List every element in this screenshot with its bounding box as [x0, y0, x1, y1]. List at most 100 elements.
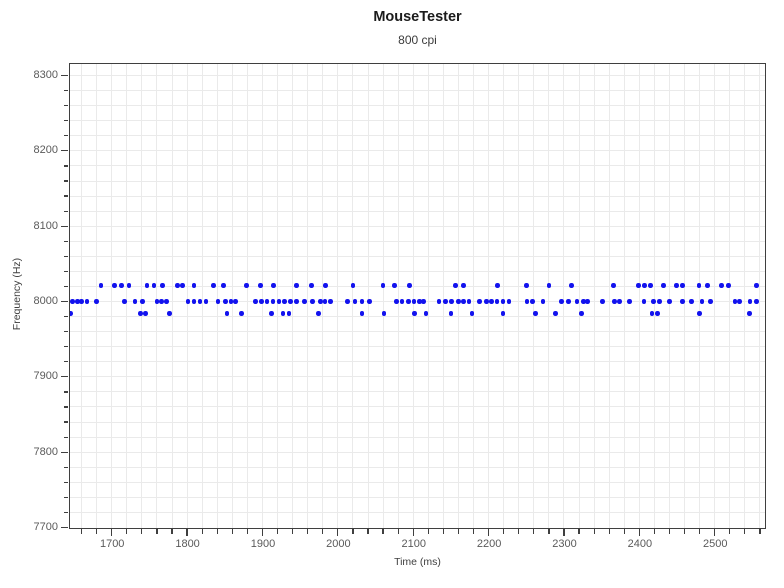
data-point [421, 299, 427, 304]
gridline [261, 63, 263, 528]
data-point [524, 283, 529, 288]
gridline [69, 466, 765, 468]
data-point [244, 283, 249, 288]
gridline [231, 63, 233, 528]
x-minor-tick [759, 529, 761, 534]
data-point [138, 311, 143, 316]
gridline [246, 63, 248, 528]
y-tick-label: 7700 [33, 521, 58, 533]
data-point [220, 283, 226, 288]
gridline [488, 63, 490, 528]
x-minor-tick [548, 529, 550, 534]
x-major-tick [337, 529, 339, 536]
gridline [69, 331, 765, 333]
data-point [69, 311, 73, 316]
data-point [271, 283, 277, 288]
gridline [759, 63, 761, 528]
gridline [412, 63, 414, 528]
data-point [318, 299, 323, 304]
gridline [69, 210, 765, 212]
x-tick-label: 2300 [552, 538, 577, 550]
data-point [443, 299, 448, 304]
gridline [69, 496, 765, 498]
gridline [69, 195, 765, 197]
gridline [533, 63, 535, 528]
data-point [167, 311, 173, 316]
x-minor-tick [457, 529, 460, 534]
gridline [277, 63, 279, 528]
data-point [680, 283, 685, 288]
y-major-tick [61, 300, 68, 303]
data-point [753, 283, 759, 288]
x-major-tick [186, 529, 188, 536]
data-point [159, 299, 164, 304]
data-point [696, 283, 702, 288]
data-point [144, 283, 150, 288]
gridline [69, 180, 765, 182]
gridline [96, 63, 98, 528]
y-tick-label: 8000 [33, 295, 58, 308]
gridline [69, 105, 765, 107]
data-point [484, 299, 489, 304]
y-major-tick [61, 376, 68, 378]
scatter-points-layer [69, 64, 765, 528]
data-point [174, 283, 180, 288]
x-minor-tick [96, 529, 98, 534]
data-point [641, 299, 647, 304]
x-minor-tick [126, 529, 128, 534]
x-minor-tick [668, 529, 671, 534]
gridline [307, 63, 309, 528]
data-point [617, 299, 623, 304]
gridline [473, 63, 475, 528]
x-minor-tick [623, 529, 625, 534]
gridline [156, 63, 158, 528]
gridline [69, 346, 765, 348]
data-point [559, 299, 565, 304]
y-axis-title: Frequency (Hz) [11, 257, 23, 331]
data-point [140, 299, 145, 304]
data-point [288, 299, 293, 304]
data-point [345, 299, 350, 304]
gridline [201, 63, 203, 528]
data-point [704, 283, 710, 288]
gridline [216, 63, 218, 528]
gridline [714, 63, 716, 528]
data-point [143, 311, 148, 316]
data-point [667, 299, 672, 304]
y-minor-tick [63, 466, 68, 468]
x-minor-tick [653, 529, 656, 534]
x-major-tick [488, 529, 490, 536]
data-point [500, 311, 506, 316]
data-point [524, 299, 530, 304]
data-point [612, 299, 617, 304]
data-point [657, 299, 663, 304]
data-point [322, 299, 328, 304]
x-minor-tick [442, 529, 444, 534]
data-point [359, 299, 365, 304]
y-major-tick [61, 526, 68, 529]
data-point [239, 311, 244, 316]
x-axis-title: Time (ms) [394, 556, 441, 568]
gridline [69, 285, 765, 287]
x-minor-tick [397, 529, 399, 534]
y-minor-tick [63, 361, 68, 363]
data-point [569, 283, 574, 288]
data-point [649, 311, 655, 316]
gridline [578, 63, 580, 528]
gridline [69, 511, 765, 513]
chart-subtitle: 800 cpi [398, 33, 437, 47]
data-point [294, 283, 299, 288]
data-point [585, 299, 590, 304]
x-minor-tick [201, 529, 203, 534]
y-minor-tick [63, 210, 68, 212]
x-major-tick [714, 529, 716, 536]
gridline [186, 63, 188, 528]
x-tick-label: 2500 [702, 538, 728, 550]
data-point [707, 299, 713, 304]
gridline [292, 63, 294, 528]
x-minor-tick [352, 529, 354, 534]
gridline [427, 63, 429, 528]
data-point [533, 311, 538, 316]
y-tick-label: 7800 [33, 445, 58, 458]
data-point [719, 283, 724, 288]
